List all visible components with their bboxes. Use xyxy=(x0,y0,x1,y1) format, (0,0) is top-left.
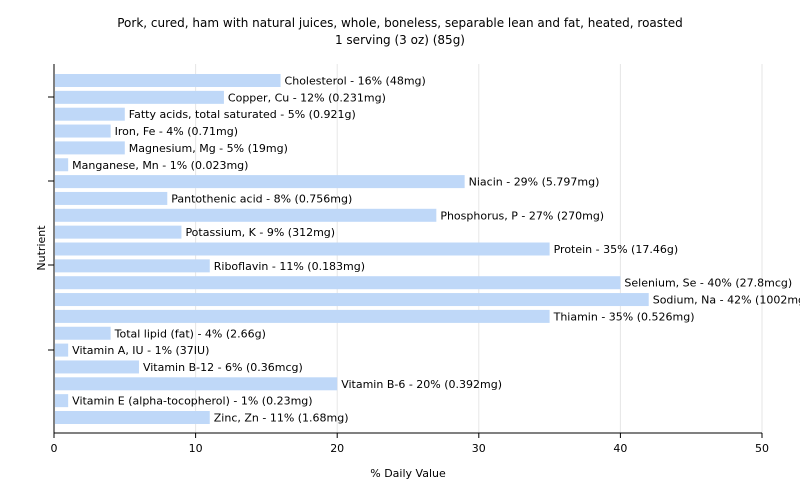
bar-2 xyxy=(55,107,125,121)
bar-13 xyxy=(55,293,649,307)
bar-0 xyxy=(55,74,281,87)
y-axis-label: Nutrient xyxy=(35,225,48,271)
bar-20 xyxy=(55,411,210,424)
bar-label-0: Cholesterol - 16% (48mg) xyxy=(285,75,426,88)
bar-8 xyxy=(55,208,437,222)
bar-5 xyxy=(55,158,69,172)
bar-14 xyxy=(55,309,550,323)
bar-label-10: Protein - 35% (17.46g) xyxy=(554,243,679,256)
bar-label-5: Manganese, Mn - 1% (0.023mg) xyxy=(72,159,248,172)
bar-label-16: Vitamin A, IU - 1% (37IU) xyxy=(72,344,209,357)
x-tick-label-4: 40 xyxy=(613,442,627,455)
bar-19 xyxy=(55,394,69,408)
bar-label-20: Zinc, Zn - 11% (1.68mg) xyxy=(214,412,349,425)
bar-label-1: Copper, Cu - 12% (0.231mg) xyxy=(228,91,386,104)
axes: 0 10 20 30 40 50 xyxy=(48,64,769,455)
bar-label-18: Vitamin B-6 - 20% (0.392mg) xyxy=(341,378,502,391)
bar-18 xyxy=(55,377,338,391)
bars: Cholesterol - 16% (48mg) Copper, Cu - 12%… xyxy=(55,74,800,425)
bar-9 xyxy=(55,225,182,239)
bar-label-14: Thiamin - 35% (0.526mg) xyxy=(553,310,695,323)
x-tick-label-0: 0 xyxy=(51,442,58,455)
chart-title: Pork, cured, ham with natural juices, wh… xyxy=(117,16,682,30)
bar-label-12: Selenium, Se - 40% (27.8mcg) xyxy=(624,277,792,290)
bar-label-3: Iron, Fe - 4% (0.71mg) xyxy=(115,125,238,138)
bar-label-2: Fatty acids, total saturated - 5% (0.921… xyxy=(129,108,356,121)
bar-4 xyxy=(55,141,125,155)
bar-label-7: Pantothenic acid - 8% (0.756mg) xyxy=(171,192,352,205)
x-tick-label-1: 10 xyxy=(189,442,203,455)
bar-1 xyxy=(55,90,224,104)
bar-label-9: Potassium, K - 9% (312mg) xyxy=(185,226,335,239)
bar-label-4: Magnesium, Mg - 5% (19mg) xyxy=(129,142,288,155)
bar-label-8: Phosphorus, P - 27% (270mg) xyxy=(440,209,604,222)
x-axis-label: % Daily Value xyxy=(370,467,446,480)
bar-17 xyxy=(55,360,139,374)
bar-label-11: Riboflavin - 11% (0.183mg) xyxy=(214,260,365,273)
bar-12 xyxy=(55,276,621,290)
bar-16 xyxy=(55,343,69,357)
bar-label-6: Niacin - 29% (5.797mg) xyxy=(469,176,600,189)
bar-label-15: Total lipid (fat) - 4% (2.66g) xyxy=(114,327,266,340)
bar-15 xyxy=(55,326,111,340)
x-tick-label-3: 30 xyxy=(472,442,486,455)
chart-subtitle: 1 serving (3 oz) (85g) xyxy=(335,33,465,47)
x-tick-label-2: 20 xyxy=(330,442,344,455)
x-tick-label-5: 50 xyxy=(755,442,769,455)
bar-label-19: Vitamin E (alpha-tocopherol) - 1% (0.23m… xyxy=(72,395,312,408)
bar-3 xyxy=(55,124,111,138)
bar-label-13: Sodium, Na - 42% (1002mg) xyxy=(653,294,800,307)
bar-label-17: Vitamin B-12 - 6% (0.36mcg) xyxy=(143,361,303,374)
bar-10 xyxy=(55,242,550,256)
bar-6 xyxy=(55,175,465,189)
bar-11 xyxy=(55,259,210,273)
bar-7 xyxy=(55,191,168,205)
